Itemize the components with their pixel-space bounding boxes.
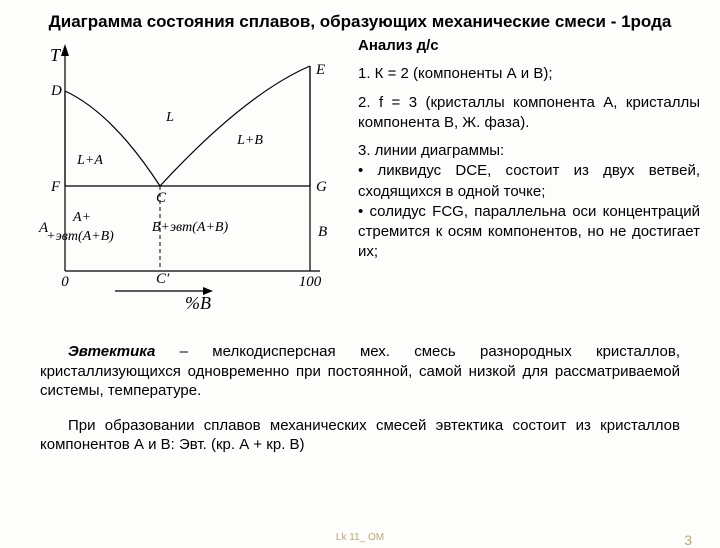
diagram-area: 0100%BTDECFGABC′LL+AL+BA++эвт(A+B)B+эвт(… [20,36,340,321]
svg-text:F: F [50,179,61,195]
page-title: Диаграмма состояния сплавов, образующих … [0,0,720,36]
analysis-heading: Анализ д/с [358,37,439,54]
phase-diagram: 0100%BTDECFGABC′LL+AL+BA++эвт(A+B)B+эвт(… [20,36,340,316]
svg-text:L+B: L+B [236,133,263,148]
svg-text:100: 100 [299,274,322,290]
svg-text:E: E [315,62,325,78]
bottom-p2: При образовании сплавов механических сме… [40,416,680,455]
analysis-item3-lead: 3. линии диаграммы: [358,141,700,161]
analysis-bullet2: • солидус FCG, параллельна оси концентра… [358,202,700,263]
svg-text:L: L [165,110,174,125]
eutectic-term: Эвтектика [68,343,155,360]
svg-text:D: D [50,83,62,99]
analysis-text: Анализ д/с 1. К = 2 (компоненты А и В); … [340,36,700,321]
analysis-item1: 1. К = 2 (компоненты А и В); [358,64,700,84]
svg-text:T: T [50,45,62,65]
analysis-bullet1: • ликвидус DCE, состоит из двух ветвей, … [358,161,700,202]
svg-text:0: 0 [61,274,69,290]
analysis-item2: 2. f = 3 (кристаллы компонента А, криста… [358,93,700,134]
footer-left: Lk 11_ ОМ [336,532,384,543]
content-row: 0100%BTDECFGABC′LL+AL+BA++эвт(A+B)B+эвт(… [0,36,720,321]
footer-page: 3 [684,532,692,548]
svg-text:C′: C′ [156,271,170,287]
svg-text:L+A: L+A [76,153,103,168]
svg-text:B+эвт(A+B): B+эвт(A+B) [152,220,229,235]
bottom-text: Эвтектика – мелкодисперсная мех. смесь р… [0,321,720,455]
svg-text:+эвт(A+B): +эвт(A+B) [46,229,114,244]
svg-text:G: G [316,179,327,195]
svg-text:A+: A+ [72,210,91,225]
svg-text:%B: %B [185,293,211,313]
svg-text:C: C [156,190,167,206]
svg-text:B: B [318,224,327,240]
